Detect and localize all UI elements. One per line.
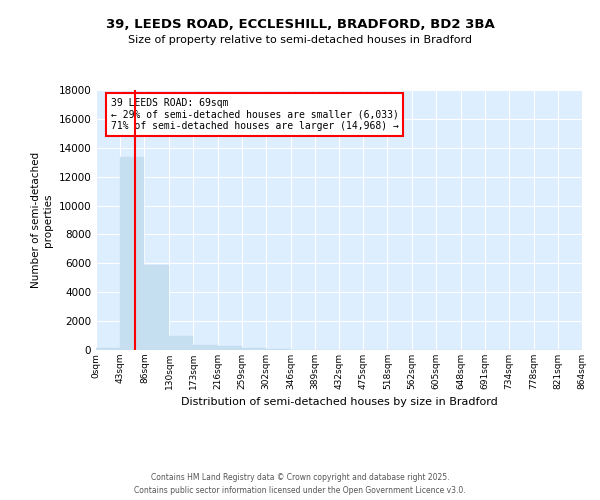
Text: Contains public sector information licensed under the Open Government Licence v3: Contains public sector information licen… xyxy=(134,486,466,495)
Bar xyxy=(218,346,242,350)
Text: Size of property relative to semi-detached houses in Bradford: Size of property relative to semi-detach… xyxy=(128,35,472,45)
Bar xyxy=(242,348,266,350)
Bar xyxy=(145,265,169,350)
Bar xyxy=(193,346,218,350)
Y-axis label: Number of semi-detached
properties: Number of semi-detached properties xyxy=(31,152,53,288)
X-axis label: Distribution of semi-detached houses by size in Bradford: Distribution of semi-detached houses by … xyxy=(181,398,497,407)
Bar xyxy=(266,349,290,350)
Bar xyxy=(96,348,120,350)
Bar xyxy=(169,336,193,350)
Text: 39, LEEDS ROAD, ECCLESHILL, BRADFORD, BD2 3BA: 39, LEEDS ROAD, ECCLESHILL, BRADFORD, BD… xyxy=(106,18,494,30)
Text: 39 LEEDS ROAD: 69sqm
← 29% of semi-detached houses are smaller (6,033)
71% of se: 39 LEEDS ROAD: 69sqm ← 29% of semi-detac… xyxy=(110,98,398,131)
Bar xyxy=(120,157,145,350)
Text: Contains HM Land Registry data © Crown copyright and database right 2025.: Contains HM Land Registry data © Crown c… xyxy=(151,472,449,482)
